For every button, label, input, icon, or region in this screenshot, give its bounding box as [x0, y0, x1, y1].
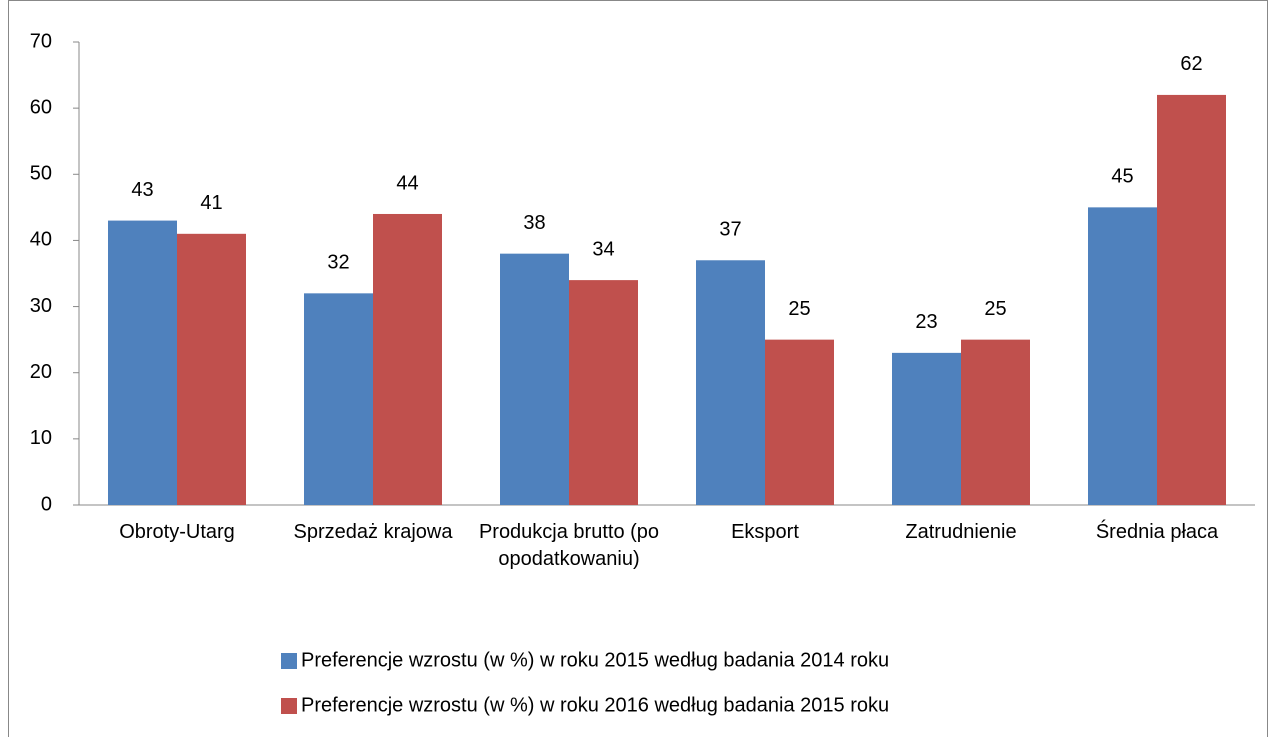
- y-tick-label: 70: [30, 30, 52, 52]
- legend-swatch: [281, 653, 297, 669]
- data-label: 25: [984, 298, 1006, 320]
- y-tick-label: 30: [30, 295, 52, 317]
- x-tick-label: Sprzedaż krajowa: [293, 521, 453, 543]
- bar: [304, 293, 373, 505]
- bar: [765, 339, 834, 505]
- data-label: 38: [523, 212, 545, 234]
- y-tick-label: 0: [41, 493, 52, 515]
- bar: [892, 352, 961, 505]
- data-label: 41: [200, 192, 222, 214]
- chart-border: [8, 0, 1268, 737]
- x-tick-label: Eksport: [731, 521, 799, 543]
- bar: [177, 233, 246, 506]
- data-label: 43: [131, 179, 153, 201]
- y-tick-label: 60: [30, 96, 52, 118]
- bar: [1088, 207, 1157, 505]
- x-tick-label: Produkcja brutto (po opodatkowaniu): [478, 521, 660, 570]
- data-label: 45: [1111, 166, 1133, 188]
- data-label: 37: [719, 219, 741, 241]
- y-tick-label: 20: [30, 361, 52, 383]
- legend-swatch: [281, 698, 297, 714]
- data-label: 44: [396, 172, 418, 194]
- x-tick-label: Średnia płaca: [1095, 521, 1219, 543]
- bar: [1157, 94, 1226, 506]
- bar: [373, 213, 442, 505]
- bar: [500, 253, 569, 505]
- data-label: 34: [592, 238, 614, 260]
- x-tick-label: Obroty-Utarg: [119, 521, 235, 543]
- data-label: 25: [788, 298, 810, 320]
- x-tick-label: Zatrudnienie: [905, 521, 1017, 543]
- legend-label: Preferencje wzrostu (w %) w roku 2015 we…: [301, 649, 889, 671]
- data-label: 32: [327, 252, 349, 274]
- bar: [108, 220, 177, 506]
- bar: [961, 339, 1030, 505]
- data-label: 23: [915, 311, 937, 333]
- y-tick-label: 10: [30, 427, 52, 449]
- y-tick-label: 40: [30, 229, 52, 251]
- bar: [569, 280, 638, 505]
- legend-label: Preferencje wzrostu (w %) w roku 2016 we…: [301, 694, 889, 716]
- data-label: 62: [1180, 53, 1202, 75]
- y-tick-label: 50: [30, 163, 52, 185]
- bar: [696, 260, 765, 505]
